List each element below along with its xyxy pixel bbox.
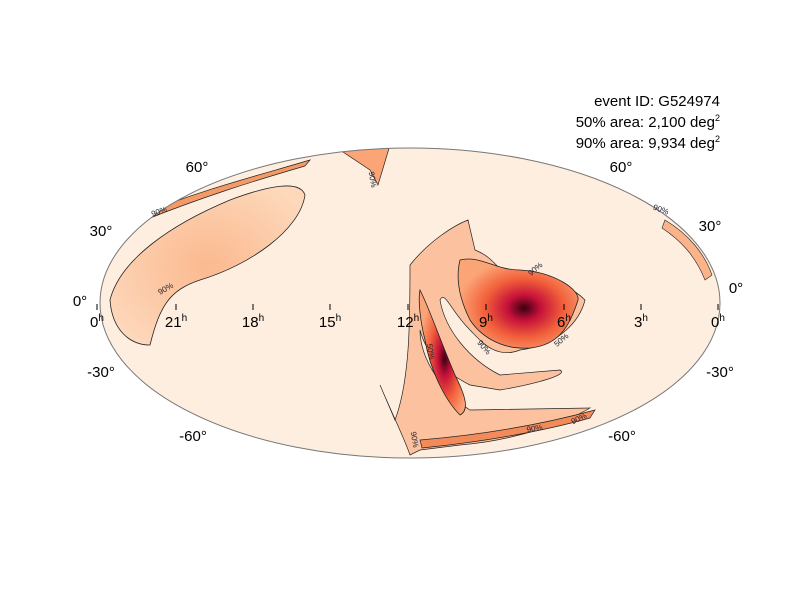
ra-label: 18h xyxy=(242,313,264,331)
contour-label: 90% xyxy=(526,423,543,435)
area-50-text: 50% area: 2,100 deg xyxy=(576,114,715,131)
dec-label: -30° xyxy=(706,364,734,381)
ra-hour: 0 xyxy=(90,314,98,331)
dec-label: 60° xyxy=(186,159,209,176)
ra-sup: h xyxy=(182,313,188,324)
ra-hour: 3 xyxy=(634,314,642,331)
dec-label: 0° xyxy=(729,280,743,297)
ra-sup: h xyxy=(487,313,493,324)
ra-sup: h xyxy=(719,313,725,324)
ra-hour: 9 xyxy=(479,314,487,331)
ra-hour: 0 xyxy=(711,314,719,331)
ra-sup: h xyxy=(259,313,265,324)
ra-sup: h xyxy=(642,313,648,324)
ra-sup: h xyxy=(98,313,104,324)
ra-label: 0h xyxy=(90,313,104,331)
ra-label: 3h xyxy=(634,313,648,331)
area-90-text: 90% area: 9,934 deg xyxy=(576,135,715,152)
ra-hour: 18 xyxy=(242,314,259,331)
dec-label: -60° xyxy=(179,428,207,445)
annotation: event ID: G524974 50% area: 2,100 deg2 9… xyxy=(576,93,720,152)
ra-label: 9h xyxy=(479,313,493,331)
ra-label: 21h xyxy=(165,313,187,331)
dec-label: 0° xyxy=(73,293,87,310)
dec-label: -30° xyxy=(87,364,115,381)
ra-hour: 6 xyxy=(557,314,565,331)
area-90: 90% area: 9,934 deg2 xyxy=(576,134,720,152)
area-90-sup: 2 xyxy=(715,134,720,144)
ra-hour: 12 xyxy=(397,314,414,331)
ra-sup: h xyxy=(414,313,420,324)
sky-border xyxy=(99,147,721,459)
area-50-sup: 2 xyxy=(715,113,720,123)
ra-sup: h xyxy=(336,313,342,324)
contour-label: 50% xyxy=(425,343,437,360)
event-id: event ID: G524974 xyxy=(594,93,720,110)
probability-map xyxy=(109,148,713,456)
ra-label: 12h xyxy=(397,313,419,331)
dec-label: -60° xyxy=(608,428,636,445)
ra-label: 15h xyxy=(319,313,341,331)
ra-label: 6h xyxy=(557,313,571,331)
dec-label: 60° xyxy=(610,159,633,176)
ra-sup: h xyxy=(565,313,571,324)
area-50: 50% area: 2,100 deg2 xyxy=(576,113,720,131)
contour-label: 90% xyxy=(409,431,421,448)
dec-label: 30° xyxy=(699,218,722,235)
dec-label: 30° xyxy=(90,223,113,240)
ra-hour: 21 xyxy=(165,314,182,331)
ra-hour: 15 xyxy=(319,314,336,331)
contour-label: 90% xyxy=(367,171,379,188)
ra-label: 0h xyxy=(711,313,725,331)
